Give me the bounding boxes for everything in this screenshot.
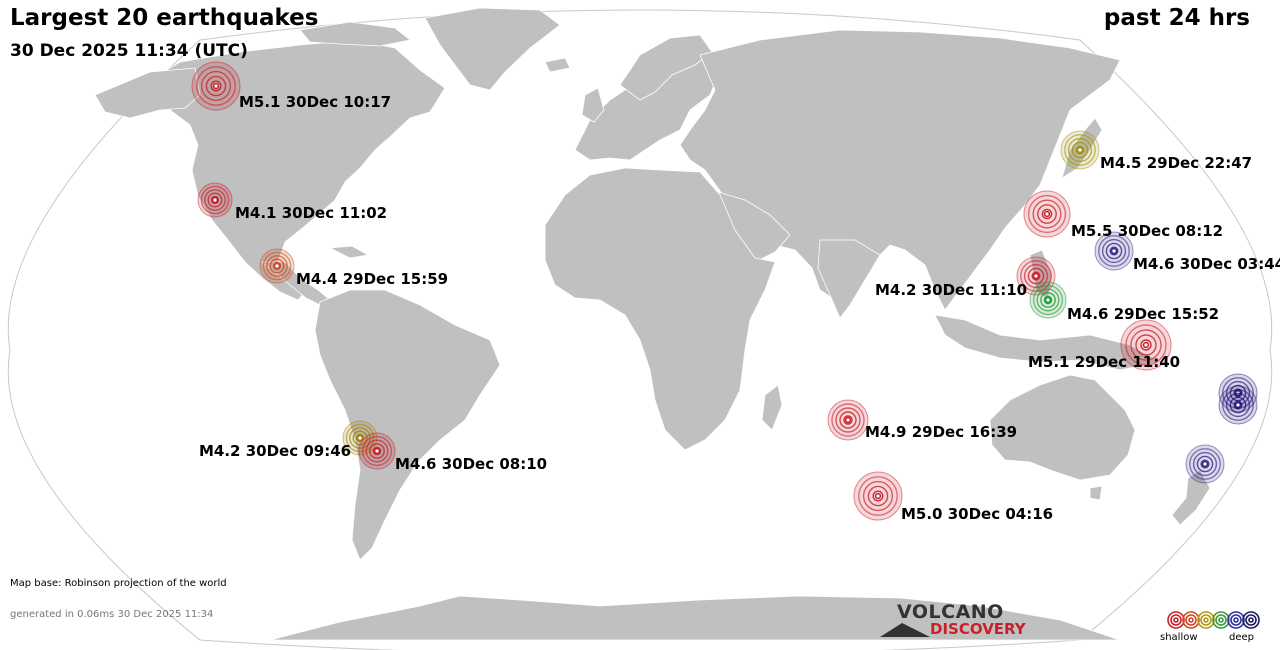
quake-label-12: M4.6 29Dec 15:52 (1067, 305, 1220, 323)
earthquake-marker-1[interactable] (191, 61, 241, 111)
logo-text-discovery: DISCOVERY (930, 620, 1026, 638)
earthquake-marker-7[interactable] (853, 471, 903, 521)
earthquake-marker-10[interactable] (1094, 231, 1134, 271)
page-title: Largest 20 earthquakes (10, 5, 319, 31)
legend-depth-swatch-4 (1212, 611, 1230, 629)
quake-label-4: M4.2 30Dec 09:46 (199, 442, 352, 460)
quake-label-3: M4.4 29Dec 15:59 (296, 270, 449, 288)
new-zealand-landmass (1171, 469, 1211, 526)
australia-landmass (989, 374, 1136, 481)
quake-label-13: M5.1 29Dec 11:40 (1028, 353, 1181, 371)
quake-label-5: M4.6 30Dec 08:10 (395, 455, 548, 473)
iceland-landmass (544, 57, 571, 73)
british-isles-landmass (581, 87, 605, 123)
quake-label-8: M4.5 29Dec 22:47 (1100, 154, 1253, 172)
quake-label-10: M4.6 30Dec 03:44 (1133, 255, 1280, 273)
legend-depth-swatch-3 (1197, 611, 1215, 629)
map-base-note: Map base: Robinson projection of the wor… (10, 578, 227, 589)
greenland-landmass (424, 7, 561, 91)
depth-legend (1167, 611, 1260, 629)
africa-landmass (544, 167, 776, 451)
legend-depth-swatch-5 (1227, 611, 1245, 629)
earthquake-marker-4[interactable] (342, 420, 378, 456)
earthquake-marker-8[interactable] (1060, 130, 1100, 170)
logo-text-volcano: VOLCANO (897, 601, 1004, 623)
earthquake-marker-2[interactable] (197, 182, 233, 218)
earthquake-marker-9[interactable] (1023, 190, 1071, 238)
caribbean-islands-landmass (328, 245, 370, 259)
legend-deep-label: deep (1229, 632, 1254, 643)
earthquake-marker-5[interactable] (358, 432, 396, 470)
south-america-landmass (314, 289, 501, 561)
north-america-landmass (124, 39, 446, 301)
earthquake-marker-3[interactable] (259, 248, 295, 284)
europe-landmass (574, 54, 721, 161)
earthquake-marker-6[interactable] (827, 399, 869, 441)
quake-label-2: M4.1 30Dec 11:02 (235, 204, 388, 222)
madagascar-landmass (761, 384, 783, 431)
quake-label-7: M5.0 30Dec 04:16 (901, 505, 1054, 523)
asia-landmass (679, 29, 1121, 311)
quake-label-1: M5.1 30Dec 10:17 (239, 93, 392, 111)
timestamp-label: 30 Dec 2025 11:34 (UTC) (10, 41, 248, 61)
indonesia-landmass (934, 314, 1162, 371)
legend-depth-swatch-6 (1242, 611, 1260, 629)
india-landmass (817, 239, 881, 319)
quake-label-9: M5.5 30Dec 08:12 (1071, 222, 1224, 240)
period-label: past 24 hrs (1103, 5, 1250, 31)
generated-note: generated in 0.06ms 30 Dec 2025 11:34 (10, 609, 214, 620)
earthquake-marker-13[interactable] (1120, 319, 1172, 371)
earthquake-marker-15[interactable] (1218, 385, 1258, 425)
tasmania-landmass (1089, 485, 1103, 501)
arctic-islands-landmass (299, 21, 411, 47)
legend-depth-swatch-2 (1182, 611, 1200, 629)
quake-label-6: M4.9 29Dec 16:39 (865, 423, 1018, 441)
quake-label-11: M4.2 30Dec 11:10 (875, 281, 1028, 299)
earthquake-markers (191, 61, 1258, 521)
alaska-landmass (94, 67, 201, 119)
volcano-logo-icon (880, 623, 930, 637)
legend-depth-swatch-1 (1167, 611, 1185, 629)
earthquake-marker-12[interactable] (1029, 281, 1067, 319)
legend-shallow-label: shallow (1160, 632, 1198, 643)
earthquake-marker-16[interactable] (1185, 444, 1225, 484)
